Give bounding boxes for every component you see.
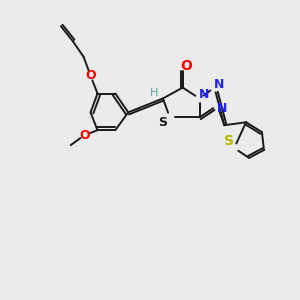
Text: O: O <box>85 69 96 82</box>
Text: H: H <box>150 88 158 98</box>
Text: N: N <box>214 78 224 91</box>
Text: O: O <box>181 59 193 73</box>
Text: N: N <box>217 102 227 115</box>
Text: O: O <box>79 129 90 142</box>
Text: N: N <box>199 88 210 101</box>
Text: S: S <box>158 116 167 129</box>
Text: S: S <box>224 134 234 148</box>
